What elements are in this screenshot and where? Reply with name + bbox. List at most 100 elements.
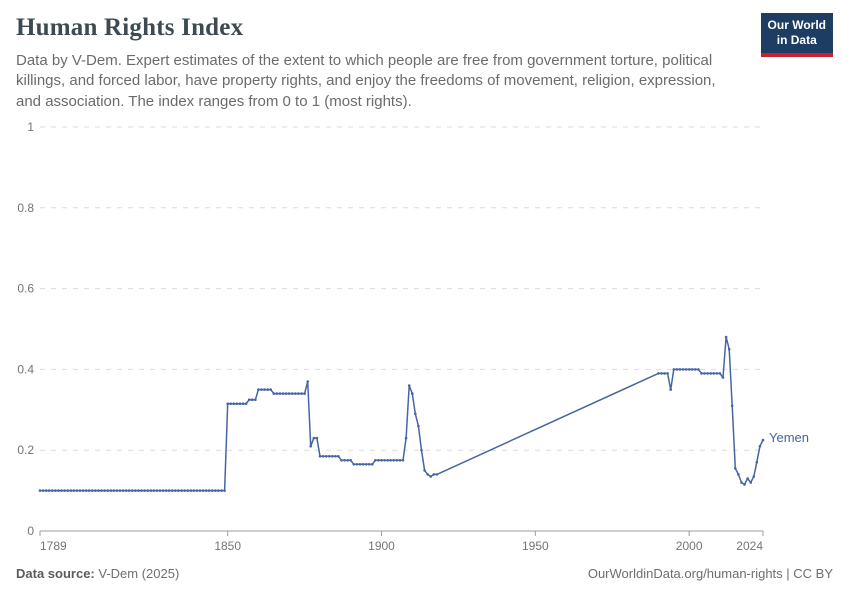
- data-point-1808[interactable]: [97, 489, 100, 492]
- data-point-1874[interactable]: [300, 392, 303, 395]
- data-point-1873[interactable]: [297, 392, 300, 395]
- data-point-2000[interactable]: [687, 368, 691, 371]
- data-point-1833[interactable]: [174, 489, 177, 492]
- data-point-1875[interactable]: [303, 392, 306, 395]
- data-point-1998[interactable]: [681, 368, 685, 371]
- data-point-2020[interactable]: [749, 481, 752, 484]
- data-point-1901[interactable]: [383, 459, 386, 462]
- data-point-2017[interactable]: [740, 481, 743, 484]
- data-point-1803[interactable]: [81, 489, 85, 492]
- data-point-1816[interactable]: [121, 489, 125, 492]
- data-point-1881[interactable]: [321, 455, 325, 458]
- data-point-2002[interactable]: [694, 368, 697, 371]
- data-point-1887[interactable]: [340, 459, 343, 462]
- data-point-1869[interactable]: [284, 392, 288, 395]
- data-point-1894[interactable]: [361, 463, 365, 466]
- data-point-1878[interactable]: [312, 436, 316, 440]
- data-point-1792[interactable]: [47, 489, 51, 492]
- data-point-1811[interactable]: [106, 489, 109, 492]
- data-point-1791[interactable]: [44, 489, 48, 492]
- data-point-2006[interactable]: [706, 372, 709, 375]
- data-point-1798[interactable]: [66, 489, 69, 492]
- data-point-2024[interactable]: [761, 438, 765, 442]
- data-point-1825[interactable]: [149, 489, 153, 492]
- yemen-data-point-markers[interactable]: [38, 335, 765, 492]
- data-point-1812[interactable]: [109, 489, 113, 492]
- data-point-1832[interactable]: [171, 489, 174, 492]
- data-point-1814[interactable]: [115, 489, 119, 492]
- data-point-1861[interactable]: [260, 388, 263, 391]
- data-point-1790[interactable]: [41, 489, 45, 492]
- data-point-1830[interactable]: [164, 489, 168, 492]
- data-point-1802[interactable]: [78, 489, 82, 492]
- yemen-line-series[interactable]: [40, 336, 764, 492]
- data-point-1848[interactable]: [220, 489, 223, 492]
- data-point-1815[interactable]: [118, 489, 122, 492]
- data-point-2010[interactable]: [718, 372, 722, 375]
- data-point-2004[interactable]: [700, 372, 703, 375]
- data-point-1849[interactable]: [223, 489, 226, 492]
- data-point-1809[interactable]: [100, 489, 103, 492]
- data-point-1889[interactable]: [346, 459, 350, 462]
- data-point-1882[interactable]: [324, 455, 328, 458]
- data-point-2003[interactable]: [697, 368, 700, 371]
- data-point-2023[interactable]: [758, 444, 762, 448]
- data-point-1854[interactable]: [238, 402, 242, 406]
- data-point-1912[interactable]: [417, 424, 420, 428]
- data-point-1867[interactable]: [278, 392, 282, 395]
- data-point-1883[interactable]: [327, 455, 331, 458]
- data-point-1906[interactable]: [398, 459, 402, 462]
- data-point-1866[interactable]: [275, 392, 279, 395]
- data-point-1917[interactable]: [432, 473, 436, 476]
- data-point-2021[interactable]: [752, 475, 756, 478]
- data-point-1995[interactable]: [672, 368, 676, 371]
- data-point-1888[interactable]: [343, 459, 346, 462]
- data-point-1884[interactable]: [331, 455, 334, 458]
- data-point-1913[interactable]: [420, 448, 423, 452]
- data-point-1910[interactable]: [411, 392, 414, 395]
- data-point-1890[interactable]: [349, 459, 353, 462]
- data-point-1857[interactable]: [247, 398, 251, 402]
- data-point-1856[interactable]: [244, 402, 248, 406]
- data-point-1992[interactable]: [663, 372, 666, 375]
- credit-link[interactable]: OurWorldinData.org/human-rights | CC BY: [587, 566, 833, 581]
- data-point-1862[interactable]: [263, 388, 266, 391]
- data-point-1879[interactable]: [315, 436, 319, 440]
- data-point-1797[interactable]: [63, 489, 66, 492]
- data-point-1850[interactable]: [226, 402, 229, 406]
- data-point-1821[interactable]: [137, 489, 140, 492]
- data-point-1845[interactable]: [211, 489, 214, 492]
- data-point-1823[interactable]: [143, 489, 146, 492]
- data-point-1799[interactable]: [69, 489, 73, 492]
- data-point-1892[interactable]: [355, 463, 359, 466]
- data-point-1885[interactable]: [334, 455, 337, 458]
- data-point-1819[interactable]: [131, 489, 134, 492]
- data-point-1822[interactable]: [140, 489, 143, 492]
- data-point-1872[interactable]: [294, 392, 297, 395]
- data-point-2022[interactable]: [755, 461, 759, 464]
- data-point-1908[interactable]: [404, 436, 408, 440]
- data-point-1898[interactable]: [374, 459, 377, 462]
- data-point-1843[interactable]: [204, 489, 208, 492]
- data-point-1916[interactable]: [429, 475, 433, 478]
- data-point-1793[interactable]: [51, 489, 54, 492]
- data-point-1899[interactable]: [377, 459, 380, 462]
- data-point-1907[interactable]: [401, 459, 405, 462]
- data-point-1852[interactable]: [232, 402, 236, 406]
- data-point-1837[interactable]: [186, 489, 189, 492]
- data-point-1897[interactable]: [371, 463, 374, 466]
- data-point-1851[interactable]: [229, 402, 232, 406]
- series-label-yemen[interactable]: Yemen: [769, 430, 809, 445]
- data-point-1828[interactable]: [158, 489, 162, 492]
- data-point-2009[interactable]: [715, 372, 719, 375]
- data-point-1831[interactable]: [167, 489, 171, 492]
- data-point-1840[interactable]: [195, 489, 199, 492]
- data-point-1834[interactable]: [177, 489, 180, 492]
- data-point-1789[interactable]: [38, 489, 42, 492]
- data-point-1909[interactable]: [407, 384, 411, 387]
- data-point-2016[interactable]: [737, 473, 740, 476]
- data-point-1915[interactable]: [426, 473, 430, 476]
- data-point-2015[interactable]: [734, 467, 737, 470]
- data-point-1870[interactable]: [287, 392, 291, 395]
- data-point-1893[interactable]: [358, 463, 362, 466]
